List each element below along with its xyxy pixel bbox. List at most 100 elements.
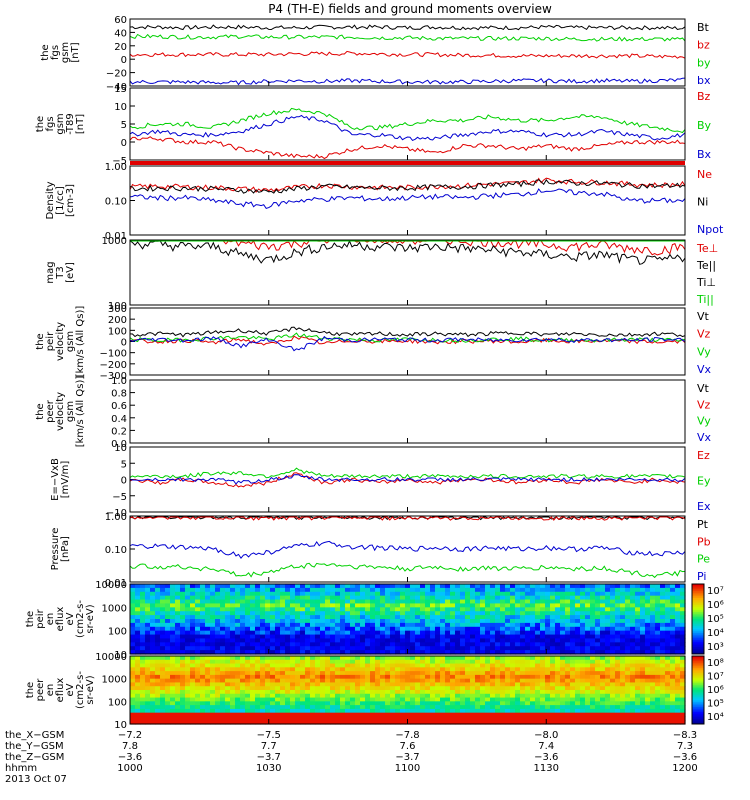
spectrogram-cell <box>540 690 546 695</box>
spectrogram-cell <box>430 712 436 718</box>
spectrogram-cell <box>560 603 566 608</box>
spectrogram-cell <box>335 720 341 725</box>
spectrogram-cell <box>160 611 166 616</box>
spectrogram-cell <box>200 701 206 706</box>
legend-entry: Vt <box>697 310 710 323</box>
legend-entry: Ni <box>697 196 708 209</box>
spectrogram-cell <box>655 716 661 721</box>
spectrogram-cell <box>465 667 471 672</box>
spectrogram-cell <box>235 693 241 699</box>
spectrogram-cell <box>350 622 356 628</box>
spectrogram-cell <box>505 650 511 655</box>
spectrogram-cell <box>450 705 456 710</box>
spectrogram-cell <box>650 646 656 651</box>
spectrogram-cell <box>300 646 306 651</box>
spectrogram-cell <box>180 587 186 593</box>
spectrogram-cell <box>320 659 326 665</box>
spectrogram-cell <box>260 693 266 699</box>
x-tick-hhmm: 1130 <box>534 763 559 774</box>
spectrogram-cell <box>545 634 551 640</box>
spectrogram-cell <box>365 634 371 640</box>
spectrogram-cell <box>530 667 536 672</box>
spectrogram-cell <box>560 630 566 636</box>
spectrogram-cell <box>620 708 626 714</box>
spectrogram-cell <box>205 630 211 636</box>
spectrogram-cell <box>595 720 601 725</box>
spectrogram-cell <box>315 634 321 640</box>
spectrogram-cell <box>360 591 366 597</box>
spectrogram-cell <box>160 619 166 624</box>
spectrogram-cell <box>640 626 646 632</box>
spectrogram-cell <box>440 603 446 608</box>
spectrogram-cell <box>200 697 206 702</box>
spectrogram-cell <box>300 674 306 680</box>
spectrogram-cell <box>260 674 266 680</box>
spectrogram-cell <box>600 611 606 616</box>
spectrogram-cell <box>575 638 581 643</box>
spectrogram-cell <box>540 638 546 643</box>
spectrogram-cell <box>635 671 641 676</box>
spectrogram-cell <box>460 697 466 702</box>
spectrogram-cell <box>580 599 586 605</box>
spectrogram-cell <box>425 603 431 608</box>
spectrogram-cell <box>345 634 351 640</box>
spectrogram-cell <box>645 611 651 616</box>
spectrogram-cell <box>280 630 286 636</box>
spectrogram-cell <box>505 607 511 612</box>
spectrogram-cell <box>435 630 441 636</box>
spectrogram-cell <box>195 595 201 601</box>
spectrogram-cell <box>375 697 381 702</box>
spectrogram-cell <box>220 634 226 640</box>
spectrogram-cell <box>670 646 676 651</box>
spectrogram-cell <box>425 659 431 665</box>
spectrogram-cell <box>300 656 306 661</box>
spectrogram-cell <box>585 671 591 676</box>
spectrogram-cell <box>385 701 391 706</box>
spectrogram-cell <box>190 656 196 661</box>
spectrogram-cell <box>320 634 326 640</box>
spectrogram-cell <box>590 603 596 608</box>
spectrogram-cell <box>130 630 136 636</box>
spectrogram-cell <box>285 591 291 597</box>
spectrogram-cell <box>185 667 191 672</box>
spectrogram-cell <box>465 701 471 706</box>
spectrogram-cell <box>330 599 336 605</box>
spectrogram-cell <box>170 663 176 668</box>
spectrogram-cell <box>250 595 256 601</box>
spectrogram-cell <box>440 615 446 620</box>
spectrogram-cell <box>235 603 241 608</box>
spectrogram-cell <box>510 656 516 661</box>
spectrogram-cell <box>370 646 376 651</box>
spectrogram-cell <box>420 705 426 710</box>
spectrogram-cell <box>285 708 291 714</box>
spectrogram-cell <box>560 693 566 699</box>
spectrogram-cell <box>315 690 321 695</box>
spectrogram-cell <box>575 712 581 718</box>
spectrogram-cell <box>415 591 421 597</box>
spectrogram-cell <box>625 690 631 695</box>
spectrogram-cell <box>135 638 141 643</box>
spectrogram-cell <box>310 587 316 593</box>
spectrogram-cell <box>210 708 216 714</box>
spectrogram-cell <box>445 630 451 636</box>
spectrogram-cell <box>280 634 286 640</box>
spectrogram-cell <box>250 607 256 612</box>
spectrogram-cell <box>365 615 371 620</box>
spectrogram-cell <box>485 682 491 687</box>
spectrogram-cell <box>450 603 456 608</box>
spectrogram-cell <box>170 622 176 628</box>
spectrogram-cell <box>255 690 261 695</box>
spectrogram-cell <box>340 591 346 597</box>
spectrogram-cell <box>500 693 506 699</box>
spectrogram-cell <box>285 674 291 680</box>
spectrogram-cell <box>605 712 611 718</box>
spectrogram-cell <box>245 674 251 680</box>
spectrogram-cell <box>380 642 386 647</box>
spectrogram-cell <box>130 671 136 676</box>
spectrogram-cell <box>445 705 451 710</box>
spectrogram-cell <box>290 720 296 725</box>
spectrogram-cell <box>475 587 481 593</box>
spectrogram-cell <box>520 607 526 612</box>
spectrogram-cell <box>250 591 256 597</box>
spectrogram-cell <box>205 615 211 620</box>
